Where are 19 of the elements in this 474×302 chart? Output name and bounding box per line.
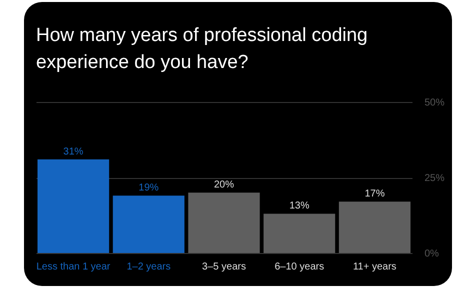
x-tick-label: 6–10 years xyxy=(274,262,324,272)
bar xyxy=(112,196,184,253)
x-tick-label: 11+ years xyxy=(352,262,396,272)
bar xyxy=(188,192,260,253)
y-tick-label: 25% xyxy=(424,173,445,184)
bar xyxy=(264,214,336,253)
x-tick-label: 3–5 years xyxy=(202,262,246,272)
bar xyxy=(38,159,110,253)
data-label: 20% xyxy=(214,180,234,191)
bar xyxy=(338,202,410,253)
data-label: 13% xyxy=(289,200,310,212)
data-label: 17% xyxy=(364,188,385,200)
data-label: 31% xyxy=(63,146,84,158)
x-tick-label: 1–2 years xyxy=(126,262,171,272)
y-tick-label: 0% xyxy=(424,248,440,260)
data-label: 19% xyxy=(138,182,159,194)
x-tick-label: Less than 1 year xyxy=(36,262,111,272)
y-tick-label: 50% xyxy=(424,98,445,108)
chart-title: How many years of professional coding experience do you have? xyxy=(36,24,369,75)
